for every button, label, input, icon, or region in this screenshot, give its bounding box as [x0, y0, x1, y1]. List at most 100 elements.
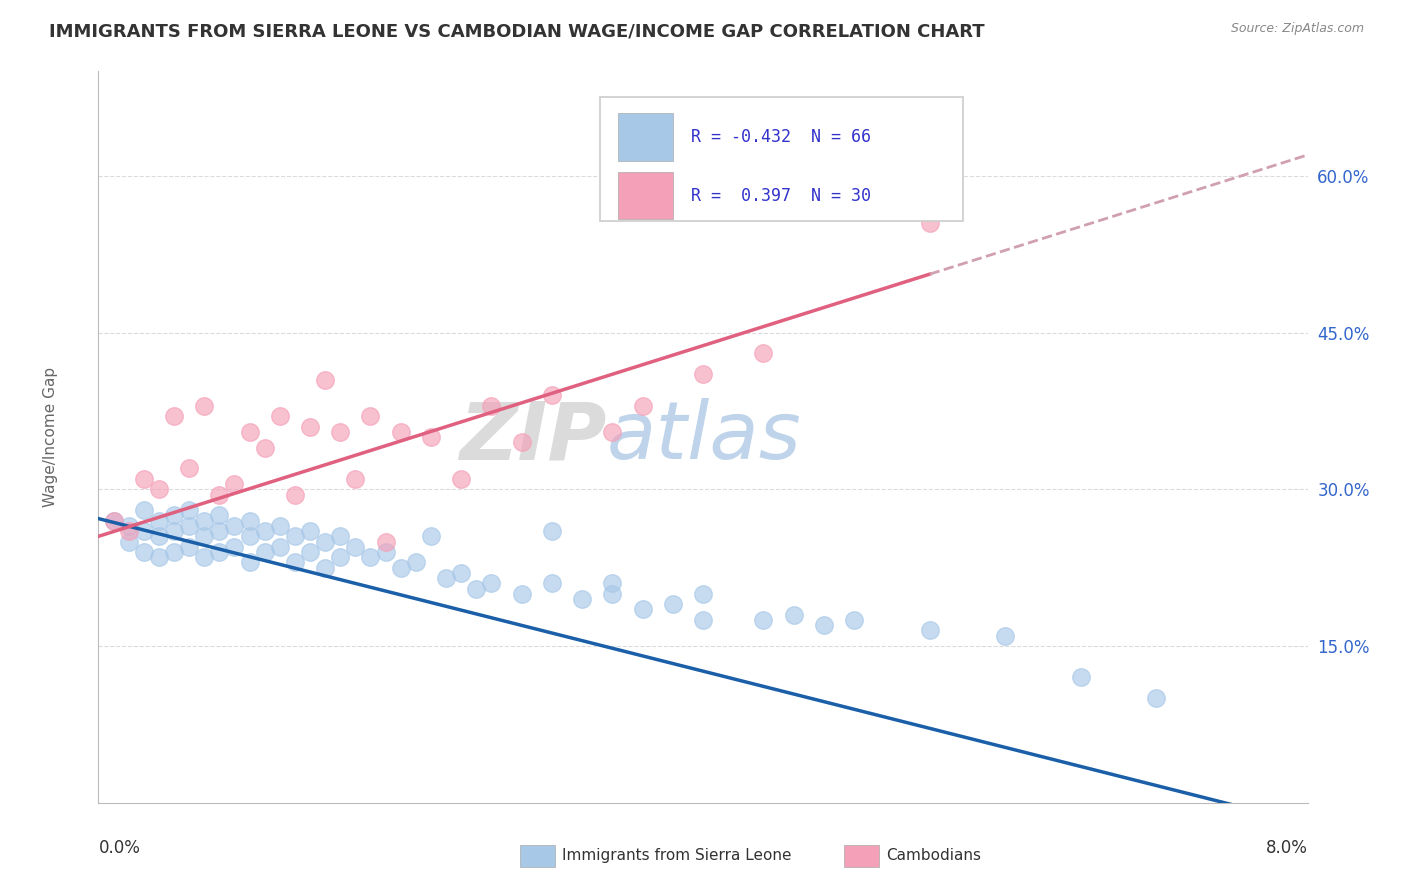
- Point: [631, 399, 654, 413]
- Point: [329, 550, 352, 565]
- Text: ZIP: ZIP: [458, 398, 606, 476]
- Point: [434, 571, 457, 585]
- Point: [783, 607, 806, 622]
- Point: [299, 419, 322, 434]
- Point: [602, 425, 624, 439]
- Point: [253, 545, 276, 559]
- Point: [752, 346, 775, 360]
- Text: atlas: atlas: [606, 398, 801, 476]
- Point: [224, 519, 246, 533]
- Text: R =  0.397  N = 30: R = 0.397 N = 30: [690, 186, 870, 204]
- Point: [179, 461, 201, 475]
- Point: [239, 556, 262, 570]
- Point: [1146, 691, 1168, 706]
- Point: [481, 576, 503, 591]
- Point: [360, 409, 382, 424]
- Point: [465, 582, 488, 596]
- Point: [510, 587, 533, 601]
- Point: [481, 399, 503, 413]
- Text: Immigrants from Sierra Leone: Immigrants from Sierra Leone: [562, 848, 792, 863]
- Point: [148, 514, 170, 528]
- Point: [918, 624, 941, 638]
- Point: [148, 529, 170, 543]
- Point: [1070, 670, 1092, 684]
- Point: [752, 613, 775, 627]
- Text: Wage/Income Gap: Wage/Income Gap: [42, 367, 58, 508]
- Point: [344, 472, 367, 486]
- Point: [299, 524, 322, 538]
- Point: [118, 519, 141, 533]
- Point: [132, 524, 155, 538]
- Point: [692, 368, 714, 382]
- Point: [208, 508, 231, 523]
- Point: [374, 545, 396, 559]
- Point: [661, 597, 683, 611]
- Point: [284, 556, 307, 570]
- Point: [208, 545, 231, 559]
- Point: [314, 373, 336, 387]
- Point: [132, 472, 155, 486]
- Point: [360, 550, 382, 565]
- Point: [163, 524, 186, 538]
- Point: [540, 576, 562, 591]
- Point: [193, 529, 215, 543]
- Point: [253, 441, 276, 455]
- Point: [314, 534, 336, 549]
- Text: R = -0.432  N = 66: R = -0.432 N = 66: [690, 128, 870, 146]
- Point: [813, 618, 835, 632]
- Point: [994, 629, 1017, 643]
- Point: [692, 613, 714, 627]
- Text: 0.0%: 0.0%: [98, 839, 141, 857]
- Point: [163, 409, 186, 424]
- FancyBboxPatch shape: [619, 113, 672, 161]
- Point: [540, 524, 562, 538]
- Point: [450, 472, 472, 486]
- Point: [329, 425, 352, 439]
- Point: [103, 514, 125, 528]
- Point: [193, 514, 215, 528]
- Text: 8.0%: 8.0%: [1265, 839, 1308, 857]
- Point: [132, 545, 155, 559]
- Point: [844, 613, 866, 627]
- Point: [450, 566, 472, 580]
- Point: [602, 587, 624, 601]
- Point: [918, 216, 941, 230]
- Point: [193, 399, 215, 413]
- Point: [692, 587, 714, 601]
- Point: [253, 524, 276, 538]
- Point: [208, 524, 231, 538]
- Point: [118, 524, 141, 538]
- Point: [224, 477, 246, 491]
- Point: [510, 435, 533, 450]
- Point: [389, 425, 412, 439]
- Point: [239, 514, 262, 528]
- Point: [163, 508, 186, 523]
- Point: [224, 540, 246, 554]
- Point: [103, 514, 125, 528]
- Point: [420, 529, 443, 543]
- Point: [118, 534, 141, 549]
- Point: [344, 540, 367, 554]
- Point: [179, 540, 201, 554]
- Point: [148, 483, 170, 497]
- Point: [405, 556, 427, 570]
- Point: [148, 550, 170, 565]
- Point: [631, 602, 654, 616]
- Point: [571, 592, 593, 607]
- Point: [329, 529, 352, 543]
- Point: [602, 576, 624, 591]
- Point: [269, 540, 291, 554]
- Point: [239, 529, 262, 543]
- Text: Source: ZipAtlas.com: Source: ZipAtlas.com: [1230, 22, 1364, 36]
- Point: [269, 519, 291, 533]
- Point: [239, 425, 262, 439]
- Point: [179, 519, 201, 533]
- Text: Cambodians: Cambodians: [886, 848, 981, 863]
- Point: [299, 545, 322, 559]
- Point: [193, 550, 215, 565]
- Point: [208, 487, 231, 501]
- Text: IMMIGRANTS FROM SIERRA LEONE VS CAMBODIAN WAGE/INCOME GAP CORRELATION CHART: IMMIGRANTS FROM SIERRA LEONE VS CAMBODIA…: [49, 22, 984, 40]
- Point: [269, 409, 291, 424]
- Point: [389, 560, 412, 574]
- Point: [132, 503, 155, 517]
